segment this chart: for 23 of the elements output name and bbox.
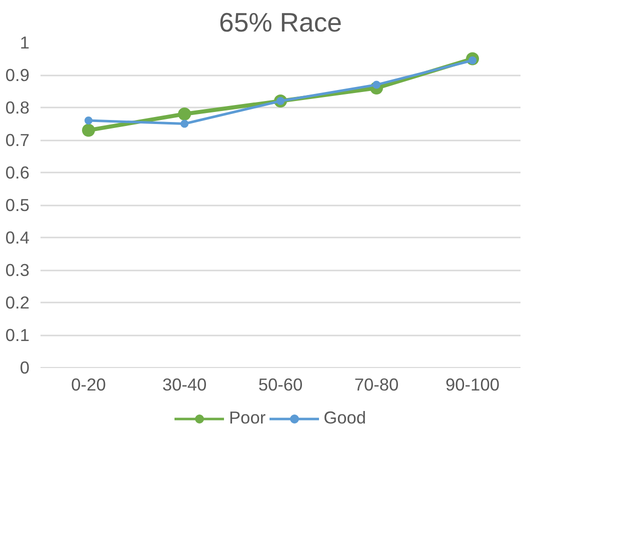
y-tick-label: 0.1 xyxy=(5,325,30,345)
point xyxy=(180,120,188,128)
x-tick-label: 0-20 xyxy=(71,374,106,394)
y-tick-label: 0.6 xyxy=(5,162,30,182)
legend-label: Poor xyxy=(229,408,266,428)
point xyxy=(82,124,95,137)
x-tick-label: 30-40 xyxy=(162,374,207,394)
y-tick-label: 0.3 xyxy=(5,260,30,280)
x-tick-label: 70-80 xyxy=(354,374,399,394)
legend-label: Good xyxy=(324,408,366,428)
y-tick-label: 0.2 xyxy=(5,292,30,312)
point xyxy=(178,108,191,120)
y-tick-label: 1 xyxy=(20,32,30,52)
x-tick-label: 50-60 xyxy=(258,374,303,394)
y-tick-label: 0.9 xyxy=(5,65,30,85)
y-tick-label: 0.4 xyxy=(5,228,30,248)
chart-title: 65% Race xyxy=(219,8,342,38)
x-tick-label: 90-100 xyxy=(446,374,500,394)
y-tick-label: 0.7 xyxy=(5,130,30,150)
y-tick-label: 0.5 xyxy=(5,195,30,215)
y-tick-label: 0.8 xyxy=(5,98,30,118)
point xyxy=(84,116,92,124)
y-tick-label: 0 xyxy=(20,358,30,378)
